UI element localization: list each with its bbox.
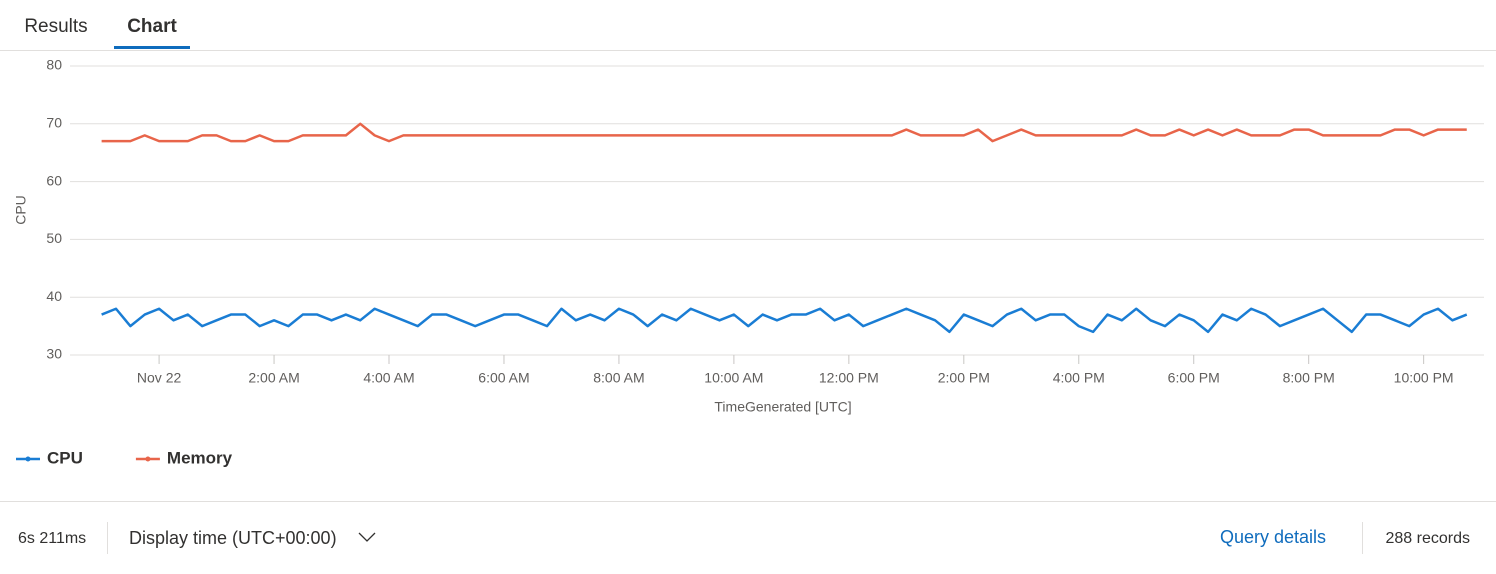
x-tick-label: 8:00 AM (593, 370, 644, 386)
x-tick-label: 12:00 PM (819, 370, 879, 386)
chevron[interactable] (358, 532, 376, 542)
x-tick-label: Nov 22 (137, 370, 182, 386)
record-count: 288 records (1386, 530, 1471, 547)
duration: 6s 211ms (18, 530, 86, 547)
x-tick-label: 8:00 PM (1283, 370, 1335, 386)
y-tick-label: 40 (46, 288, 62, 304)
x-tick-label: 10:00 AM (704, 370, 763, 386)
x-tick-label: 2:00 PM (938, 370, 990, 386)
x-tick-label: 4:00 PM (1053, 370, 1105, 386)
query-details-link[interactable]: Query details (1220, 527, 1326, 547)
legend-label: Memory (167, 448, 233, 467)
x-axis-label: TimeGenerated [UTC] (714, 399, 851, 415)
y-tick-label: 50 (46, 230, 62, 246)
x-tick-label: 6:00 AM (478, 370, 529, 386)
legend-marker (145, 456, 151, 462)
display-time[interactable]: Display time (UTC+00:00) (129, 528, 337, 548)
x-tick-label: 10:00 PM (1394, 370, 1454, 386)
y-tick-label: 30 (46, 346, 62, 362)
data-line (101, 307, 1468, 334)
data-line (101, 122, 1467, 143)
tab[interactable]: Results (24, 16, 87, 37)
x-tick-label: 4:00 AM (363, 370, 414, 386)
legend-label: CPU (47, 448, 83, 467)
y-axis-label: CPU (13, 195, 29, 225)
y-tick-label: 70 (46, 115, 62, 131)
legend-marker (25, 456, 31, 462)
active-tab-indicator (114, 46, 190, 49)
x-tick-label: 2:00 AM (248, 370, 299, 386)
tab[interactable]: Chart (127, 16, 177, 37)
x-tick-label: 6:00 PM (1168, 370, 1220, 386)
y-tick-label: 60 (46, 172, 62, 188)
y-tick-label: 80 (46, 57, 62, 73)
